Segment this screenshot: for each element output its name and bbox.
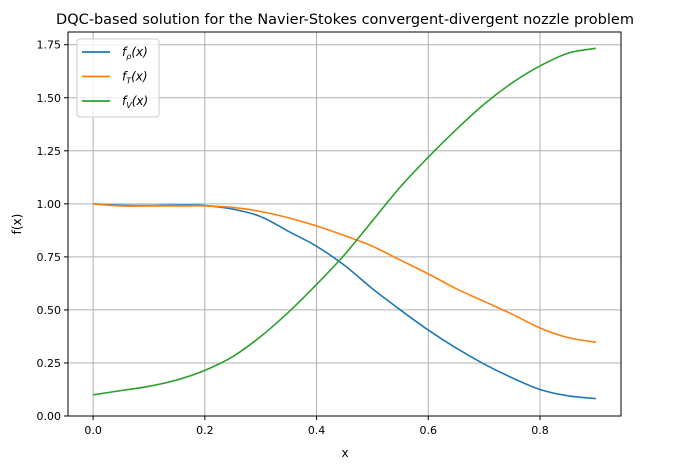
x-tick-label: 0.2 [196, 424, 214, 437]
y-tick-label: 1.75 [37, 39, 62, 52]
series-lines [93, 47, 597, 400]
legend: fρ(x) fT(x) fV(x) [76, 38, 160, 118]
y-tick-label: 1.25 [37, 145, 62, 158]
x-axis-label: x [341, 446, 348, 460]
legend-label: fV(x) [122, 94, 148, 110]
ticks: 0.0 0.2 0.4 0.6 0.8 0.00 0.25 0.50 0.75 1.00 1.25 1… [37, 39, 549, 437]
x-tick-label: 0.8 [531, 424, 549, 437]
y-tick-label: 1.00 [37, 198, 62, 211]
x-tick-label: 0.6 [420, 424, 438, 437]
y-tick-label: 0.25 [37, 357, 62, 370]
x-tick-label: 0.0 [84, 424, 102, 437]
series-line-2 [93, 203, 596, 343]
series-line-1 [93, 203, 596, 400]
x-tick-label: 0.4 [308, 424, 326, 437]
chart-title: DQC-based solution for the Navier-Stokes… [56, 12, 634, 28]
legend-label: fρ(x) [122, 45, 148, 61]
legend-label: fT(x) [122, 70, 148, 86]
y-tick-label: 0.75 [37, 251, 62, 264]
legend-box [76, 38, 160, 118]
series-line-3 [93, 47, 597, 396]
y-tick-label: 0.00 [37, 410, 62, 423]
y-axis-label: f(x) [10, 214, 24, 235]
y-tick-label: 1.50 [37, 92, 62, 105]
axes-frame [67, 31, 622, 417]
y-tick-label: 0.50 [37, 304, 62, 317]
